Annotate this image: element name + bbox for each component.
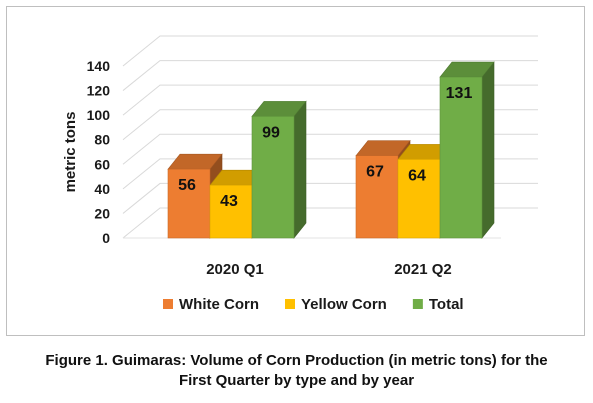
y-tick-label: 140 <box>87 58 111 74</box>
y-tick-label: 120 <box>87 83 111 99</box>
legend-label: White Corn <box>179 296 259 313</box>
bar-total <box>251 116 295 239</box>
legend-swatch <box>163 299 173 309</box>
gridline <box>122 109 538 141</box>
bar-side <box>293 100 307 239</box>
caption-line-1: Figure 1. Guimaras: Volume of Corn Produ… <box>45 352 548 369</box>
data-label: 67 <box>366 164 384 181</box>
data-label: 64 <box>408 167 426 184</box>
y-tick-label: 80 <box>94 132 110 148</box>
y-axis-label: metric tons <box>62 112 79 193</box>
legend-swatch <box>285 299 295 309</box>
bar-yellow-corn <box>397 159 441 239</box>
data-label: 131 <box>446 85 473 102</box>
y-tick-label: 0 <box>102 230 110 246</box>
caption-line-2: First Quarter by type and by year <box>178 372 415 389</box>
legend-label: Total <box>429 296 464 313</box>
bar-total <box>439 76 483 239</box>
y-tick-label: 20 <box>94 205 110 221</box>
data-label: 99 <box>262 124 280 141</box>
bar-side <box>481 61 495 239</box>
y-tick-label: 60 <box>94 156 110 172</box>
bar-white-corn <box>355 155 399 239</box>
bar-yellow-corn <box>209 184 253 239</box>
legend-swatch <box>412 299 423 309</box>
x-tick-label: 2021 Q2 <box>394 261 452 278</box>
gridline <box>122 60 538 91</box>
x-tick-label: 2020 Q1 <box>206 261 264 278</box>
bar-white-corn <box>167 168 211 239</box>
corn-production-chart: 0 20 40 60 80 100 120 140 metric tons 56 43 99 2020 … <box>62 35 538 313</box>
figure-caption: Figure 1. Guimaras: Volume of Corn Produ… <box>0 351 593 391</box>
legend-label: Yellow Corn <box>301 296 387 313</box>
gridline <box>122 133 538 165</box>
data-label: 56 <box>178 177 196 194</box>
y-tick-label: 100 <box>87 107 111 123</box>
gridline <box>122 35 538 67</box>
y-tick-label: 40 <box>94 181 110 197</box>
gridline <box>122 84 538 116</box>
data-label: 43 <box>220 193 238 210</box>
